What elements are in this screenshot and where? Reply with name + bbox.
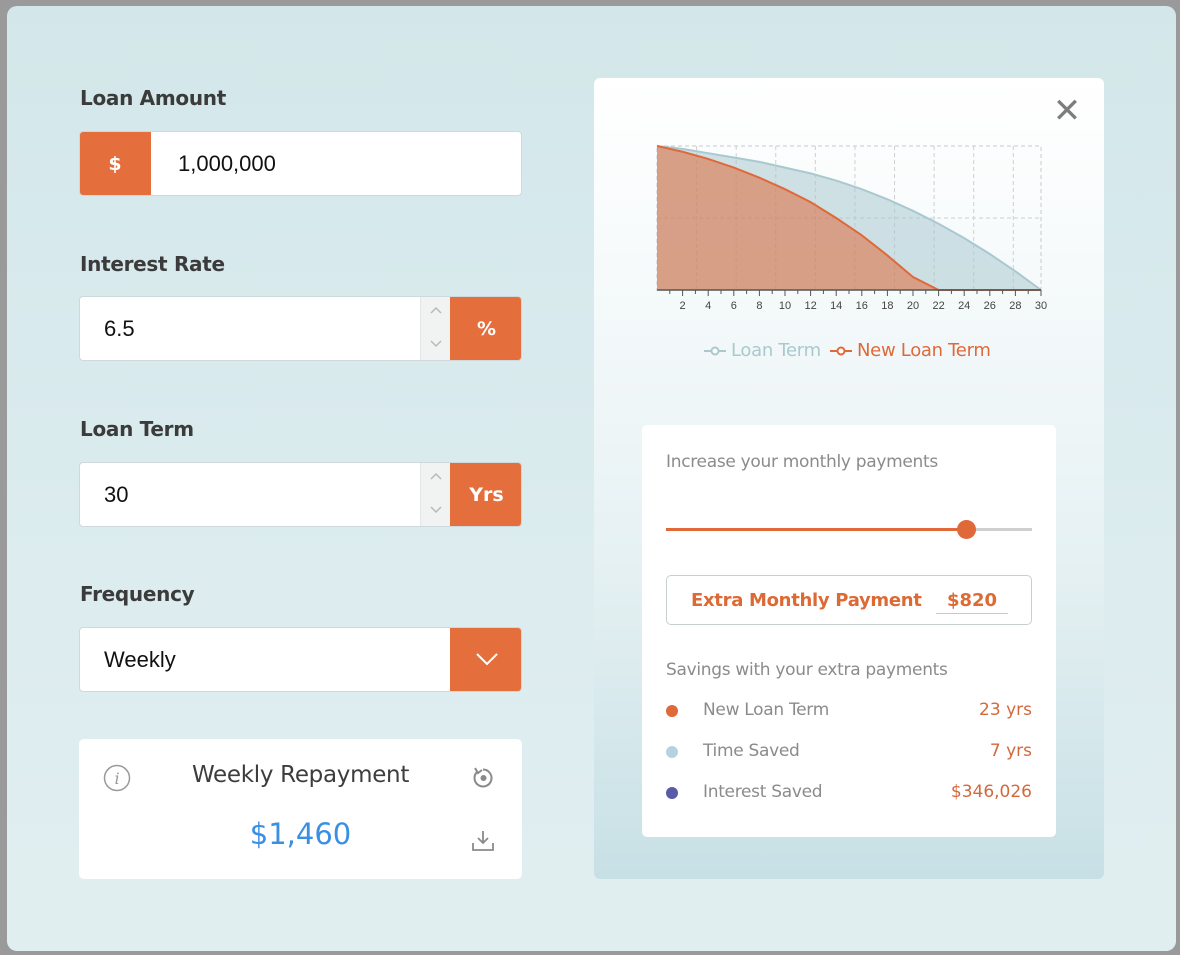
legend-loan-term-label: Loan Term	[731, 340, 821, 361]
extra-payment-input[interactable]: $820	[936, 590, 1008, 614]
legend-new-loan-term[interactable]: New Loan Term	[830, 340, 991, 361]
x-tick-label: 8	[756, 300, 762, 312]
download-icon[interactable]	[471, 829, 495, 853]
info-icon[interactable]: i	[103, 764, 131, 792]
frequency-label: Frequency	[80, 582, 195, 606]
percent-suffix: %	[450, 297, 521, 360]
loan-amount-input[interactable]: 1,000,000	[178, 150, 276, 176]
extra-payment-box: Extra Monthly Payment $820	[666, 575, 1032, 625]
savings-row-interest-saved: Interest Saved $346,026	[666, 782, 1032, 804]
bullet-dot-icon	[666, 705, 678, 717]
legend-line-marker-icon	[704, 346, 726, 355]
savings-row-new-loan-term: New Loan Term 23 yrs	[666, 700, 1032, 722]
x-tick-label: 6	[731, 300, 737, 312]
reset-icon[interactable]	[471, 766, 495, 790]
savings-title: Savings with your extra payments	[666, 660, 948, 680]
frequency-select[interactable]: Weekly	[79, 627, 522, 692]
loan-term-input[interactable]: 30	[104, 481, 129, 507]
savings-row-value: 23 yrs	[979, 700, 1032, 720]
savings-row-value: 7 yrs	[989, 741, 1032, 761]
increase-payments-title: Increase your monthly payments	[666, 452, 938, 472]
legend-loan-term[interactable]: Loan Term	[704, 340, 821, 361]
interest-rate-input[interactable]: 6.5	[104, 315, 135, 341]
loan-amount-field[interactable]: $ 1,000,000	[79, 131, 522, 196]
legend-line-marker-icon	[830, 346, 852, 355]
x-tick-label: 30	[1035, 300, 1047, 312]
amortization-chart: 2 4 6 8 10 12 14 16 18 20 22 24 26 28 30	[656, 145, 1047, 312]
x-tick-label: 22	[932, 300, 944, 312]
slider-fill	[666, 528, 967, 531]
x-tick-label: 14	[830, 300, 842, 312]
x-tick-label: 2	[680, 300, 686, 312]
series-line-loan-term	[656, 145, 1042, 291]
chevron-up-icon[interactable]	[430, 305, 442, 317]
savings-row-label: Interest Saved	[703, 782, 823, 802]
repayment-value: $1,460	[249, 817, 352, 851]
bullet-dot-icon	[666, 787, 678, 799]
amortization-panel: ✕ 2 4 6 8 10 12 14 16 18 20 22 24 26 28 30 Loan Term N…	[594, 78, 1104, 879]
chevron-down-icon[interactable]	[430, 505, 442, 517]
x-tick-label: 26	[984, 300, 996, 312]
interest-rate-stepper[interactable]	[420, 297, 450, 360]
x-tick-label: 12	[804, 300, 816, 312]
repayment-title: Weekly Repayment	[191, 762, 410, 788]
slider-thumb[interactable]	[957, 520, 977, 539]
x-tick-label: 18	[881, 300, 893, 312]
savings-row-value: $346,026	[950, 782, 1032, 802]
x-tick-label: 4	[705, 300, 711, 312]
savings-card: Increase your monthly payments Extra Mon…	[642, 425, 1056, 837]
chevron-down-icon	[475, 649, 499, 671]
years-suffix: Yrs	[450, 463, 521, 526]
x-tick-label: 24	[958, 300, 970, 312]
interest-rate-label: Interest Rate	[80, 252, 225, 276]
loan-calculator-modal: Loan Amount $ 1,000,000 Interest Rate 6.…	[7, 6, 1176, 951]
extra-payment-label: Extra Monthly Payment	[691, 590, 922, 611]
repayment-card: i Weekly Repayment $1,460	[79, 739, 522, 879]
svg-text:i: i	[114, 769, 119, 788]
dollar-prefix: $	[80, 132, 151, 195]
loan-term-label: Loan Term	[80, 417, 194, 441]
chevron-up-icon[interactable]	[430, 471, 442, 483]
frequency-dropdown-button[interactable]	[450, 628, 521, 691]
loan-amount-label: Loan Amount	[80, 86, 226, 110]
x-tick-label: 28	[1009, 300, 1021, 312]
legend-new-loan-term-label: New Loan Term	[857, 340, 991, 361]
loan-term-stepper[interactable]	[420, 463, 450, 526]
x-tick-label: 20	[907, 300, 919, 312]
savings-row-time-saved: Time Saved 7 yrs	[666, 741, 1032, 763]
series-area-new-loan-term	[657, 146, 1041, 290]
interest-rate-field[interactable]: 6.5 %	[79, 296, 522, 361]
x-tick-label: 16	[856, 300, 868, 312]
close-icon[interactable]: ✕	[1052, 91, 1082, 131]
frequency-selected-value: Weekly	[104, 646, 176, 672]
chevron-down-icon[interactable]	[430, 339, 442, 351]
bullet-dot-icon	[666, 746, 678, 758]
savings-row-label: New Loan Term	[703, 700, 829, 720]
loan-term-field[interactable]: 30 Yrs	[79, 462, 522, 527]
x-tick-label: 10	[779, 300, 791, 312]
savings-row-label: Time Saved	[703, 741, 800, 761]
extra-payment-slider[interactable]	[666, 520, 1032, 539]
